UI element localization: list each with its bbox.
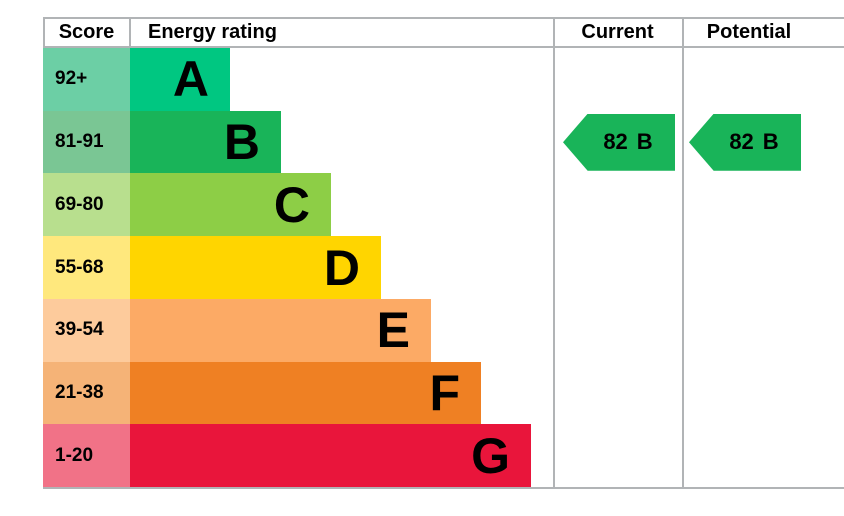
band-bar: C	[130, 173, 331, 237]
band-row-c: 69-80 C	[43, 173, 803, 237]
band-bar: B	[130, 110, 281, 174]
score-column-left-border	[43, 17, 45, 47]
band-letter: D	[323, 239, 360, 296]
band-score-range: 81-91	[43, 110, 130, 174]
band-score-range: 39-54	[43, 298, 130, 362]
energy-rating-column-header: Energy rating	[148, 20, 277, 43]
current-rating-arrow-icon: 82 B	[563, 113, 675, 171]
potential-column-header: Potential	[706, 20, 792, 43]
band-bar: G	[130, 424, 531, 488]
band-letter: A	[172, 51, 209, 108]
band-row-d: 55-68 D	[43, 236, 803, 299]
band-row-g: 1-20 G	[43, 424, 803, 488]
band-row-f: 21-38 F	[43, 361, 803, 425]
band-row-a: 92+ A	[43, 48, 803, 111]
current-rating-band-letter: B	[636, 129, 653, 155]
band-letter: E	[376, 302, 410, 359]
score-column-header: Score	[58, 20, 115, 43]
band-bar: E	[130, 298, 431, 362]
band-bar: A	[130, 48, 230, 111]
header-bottom-border	[43, 46, 844, 48]
potential-rating-value: 82	[729, 129, 754, 155]
current-column-header: Current	[581, 20, 654, 43]
table-bottom-border	[43, 487, 844, 489]
band-score-range: 1-20	[43, 424, 130, 488]
band-score-range: 69-80	[43, 173, 130, 237]
band-row-b: 81-91 B	[43, 110, 803, 174]
band-score-range: 92+	[43, 48, 130, 111]
potential-rating-band-letter: B	[762, 129, 779, 155]
band-letter: G	[471, 427, 510, 484]
table-top-border	[43, 17, 844, 19]
potential-rating-arrow-icon: 82 B	[689, 113, 801, 171]
band-row-e: 39-54 E	[43, 298, 803, 362]
potential-column-divider	[682, 17, 684, 488]
band-letter: F	[429, 364, 460, 421]
band-letter: B	[223, 114, 260, 171]
current-rating-value: 82	[603, 129, 628, 155]
band-rows: 92+ A 81-91 B 69-80 C 55-68 D 39-54 E 21-38 F 1-20 G	[43, 48, 803, 488]
current-column-divider	[553, 17, 555, 488]
band-bar: D	[130, 236, 381, 299]
score-column-right-border	[129, 17, 131, 47]
band-score-range: 55-68	[43, 236, 130, 299]
band-score-range: 21-38	[43, 361, 130, 425]
band-letter: C	[273, 176, 310, 233]
band-bar: F	[130, 361, 481, 425]
